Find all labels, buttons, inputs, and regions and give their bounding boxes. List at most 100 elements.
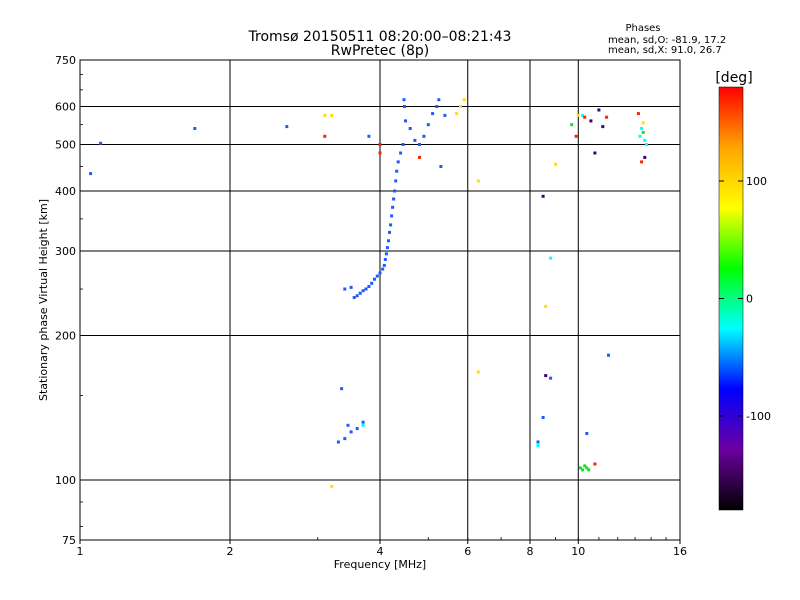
data-point <box>643 155 647 159</box>
data-point <box>349 285 353 289</box>
data-point <box>426 123 430 127</box>
data-point <box>388 230 391 234</box>
data-point <box>583 115 587 119</box>
data-point <box>455 112 459 116</box>
data-point <box>549 256 553 260</box>
colorbar-tick-label: 100 <box>746 175 767 188</box>
data-point <box>435 105 439 108</box>
data-point <box>385 246 389 250</box>
data-point <box>583 464 587 468</box>
data-point <box>585 466 589 470</box>
y-tick-labels: 75 100 200 300 400 500 600 750 <box>55 54 76 547</box>
y-tick-label: 300 <box>55 245 76 258</box>
data-point <box>578 466 582 470</box>
data-point <box>640 160 644 164</box>
x-tick-label: 6 <box>464 545 471 558</box>
x-axis-label: Frequency [MHz] <box>334 558 426 571</box>
data-point <box>285 125 289 129</box>
data-point <box>418 143 421 146</box>
data-point <box>89 172 93 176</box>
x-tick-label: 4 <box>377 545 384 558</box>
data-point <box>581 113 585 117</box>
data-point <box>392 197 396 201</box>
y-axis-label: Stationary phase Virtual Height [km] <box>37 199 50 401</box>
data-point <box>381 267 385 271</box>
data-point <box>581 468 585 472</box>
data-points <box>89 98 648 488</box>
data-point <box>358 291 362 295</box>
data-point <box>404 119 407 123</box>
data-point <box>408 127 412 130</box>
grid-lines <box>79 59 681 544</box>
data-point <box>378 151 382 155</box>
y-tick-label: 600 <box>55 101 76 114</box>
data-point <box>402 98 406 102</box>
data-point <box>439 165 443 168</box>
data-point <box>384 252 388 256</box>
colorbar-tick-label: -100 <box>746 410 771 423</box>
data-point <box>641 130 645 134</box>
data-point <box>364 287 368 291</box>
data-point <box>476 370 480 374</box>
data-point <box>355 427 359 431</box>
y-tick-label: 200 <box>55 330 76 343</box>
data-point <box>544 304 548 308</box>
data-point <box>597 108 601 112</box>
plot-frame <box>79 59 681 541</box>
data-point <box>422 134 426 138</box>
data-point <box>343 287 347 291</box>
data-point <box>387 239 390 243</box>
y-tick-label: 100 <box>55 474 76 487</box>
data-point <box>643 138 647 142</box>
data-point <box>437 98 441 102</box>
data-point <box>574 134 578 138</box>
data-point <box>193 127 197 130</box>
data-point <box>393 189 397 193</box>
data-point <box>378 271 382 275</box>
data-point <box>394 179 398 183</box>
colorbar-tick-label: 0 <box>746 293 753 306</box>
data-point <box>361 423 365 427</box>
data-point <box>99 141 103 145</box>
x-tick-label: 2 <box>227 545 234 558</box>
data-point <box>396 160 400 164</box>
data-point <box>330 113 334 117</box>
data-point <box>343 437 347 441</box>
data-point <box>323 134 327 138</box>
data-point <box>431 112 435 116</box>
y-tick-label: 400 <box>55 185 76 198</box>
colorbar-ticks: 100 0 -100 <box>719 175 771 423</box>
data-point <box>340 387 344 391</box>
data-point <box>593 462 597 466</box>
data-point <box>323 113 327 117</box>
chart-title: Tromsø 20150511 08:20:00–08:21:43 <box>248 29 512 45</box>
data-point <box>549 376 553 380</box>
data-point <box>593 151 597 155</box>
data-point <box>644 143 648 146</box>
data-point <box>587 468 591 472</box>
data-point <box>373 277 376 281</box>
y-tick-label: 750 <box>55 54 76 67</box>
data-point <box>375 274 379 278</box>
data-point <box>349 430 353 434</box>
data-point <box>413 138 417 142</box>
x-tick-labels: 1 2 4 6 8 10 16 <box>77 545 688 558</box>
data-point <box>541 416 545 419</box>
data-point <box>391 205 395 209</box>
data-point <box>389 223 393 227</box>
data-point <box>346 423 350 427</box>
data-point <box>330 484 334 488</box>
data-point <box>355 294 359 298</box>
data-point <box>462 98 466 102</box>
y-tick-label: 75 <box>62 534 76 547</box>
data-point <box>554 162 557 166</box>
data-point <box>336 440 340 444</box>
phases-heading: Phases <box>625 23 660 34</box>
data-point <box>361 420 365 424</box>
data-point <box>382 263 386 267</box>
data-point <box>601 125 605 129</box>
phases-line-x: mean, sd,X: 91.0, 26.7 <box>608 45 722 56</box>
data-point <box>367 285 371 288</box>
data-point <box>390 214 394 218</box>
